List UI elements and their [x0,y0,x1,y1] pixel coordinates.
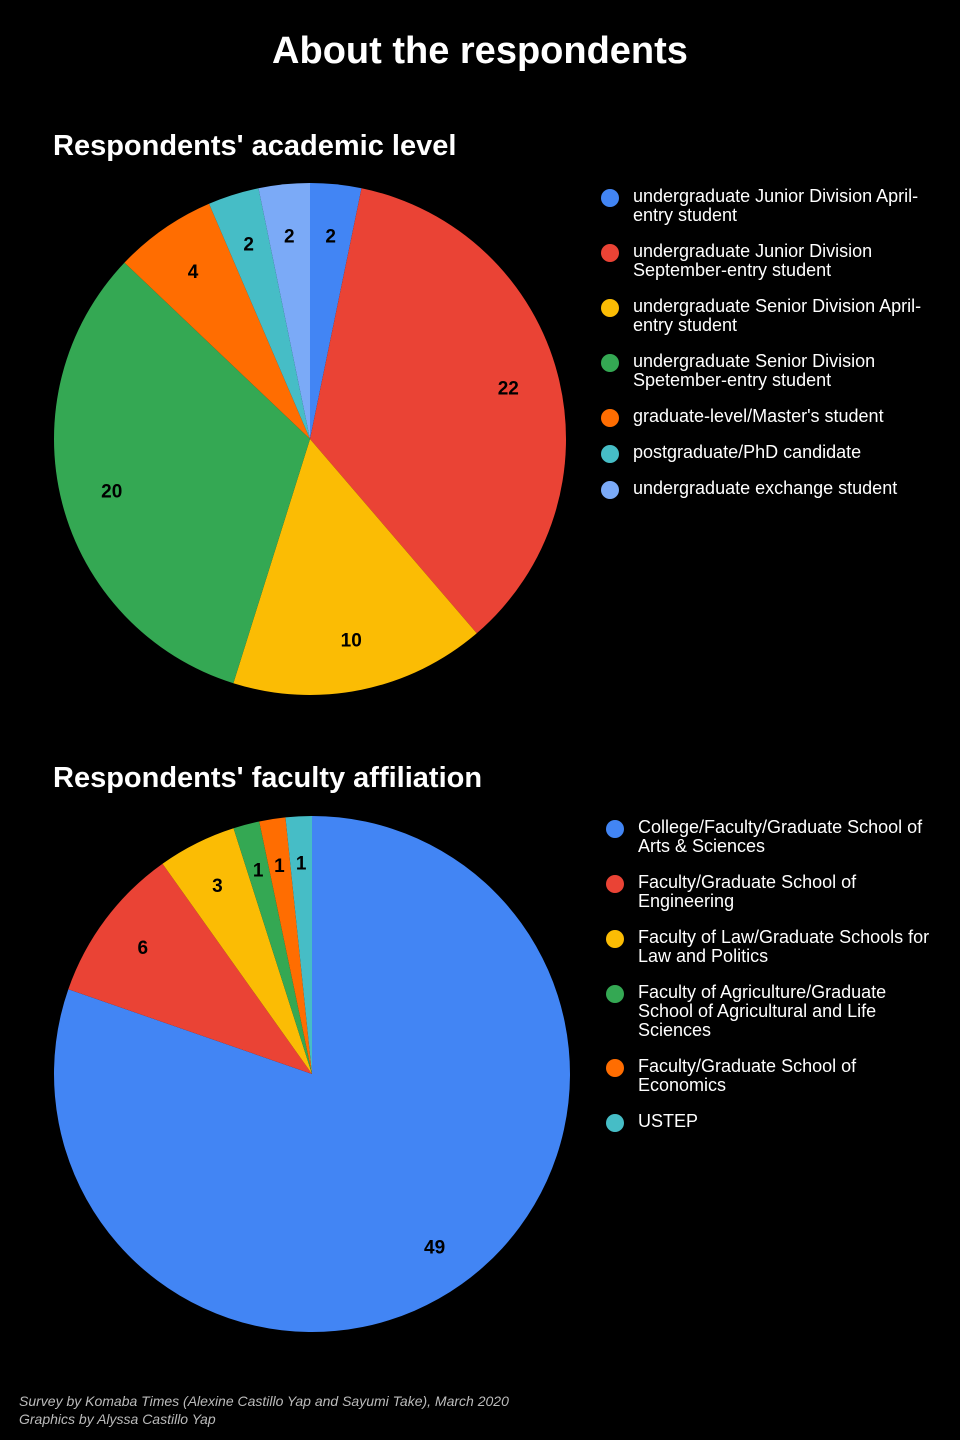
legend-swatch-icon [601,481,619,499]
legend-swatch-icon [606,820,624,838]
legend-item: USTEP [606,1111,936,1132]
legend-item: Faculty/Graduate School of Engineering [606,873,936,911]
slice-value-label: 3 [212,876,223,897]
slice-value-label: 1 [296,854,307,875]
legend-item: graduate-level/Master's student [601,406,931,427]
legend-item: undergraduate exchange student [601,478,931,499]
legend-swatch-icon [606,1059,624,1077]
legend-swatch-icon [601,244,619,262]
slice-value-label: 1 [274,856,285,877]
legend-item: undergraduate Junior Division April-entr… [601,187,931,225]
legend-swatch-icon [601,354,619,372]
legend-swatch-icon [601,445,619,463]
legend-label: USTEP [638,1111,699,1131]
legend-swatch-icon [606,875,624,893]
pie-slice-faculty-graduate-school-of-economics [259,817,312,1074]
legend-swatch-icon [606,930,624,948]
pie-slice-faculty-of-law-graduate-schools-for-law-and-politics [162,828,312,1074]
pie-slice-faculty-graduate-school-of-engineering [68,863,312,1074]
legend-label: undergraduate exchange student [633,478,898,498]
legend-label: Faculty/Graduate School of Economics [638,1056,857,1095]
legend-academic-level: undergraduate Junior Division April-entr… [601,187,931,515]
legend-label: undergraduate Junior Division September-… [633,241,873,280]
legend-label: Faculty of Agriculture/Graduate School o… [638,982,887,1040]
legend-label: undergraduate Senior Division April-entr… [633,296,922,335]
legend-swatch-icon [606,985,624,1003]
slice-value-label: 2 [325,226,336,247]
pie-slice-ustep [285,816,312,1074]
legend-label: Faculty of Law/Graduate Schools for Law … [638,927,930,966]
legend-label: undergraduate Junior Division April-entr… [633,186,919,225]
pie-slice-undergraduate-senior-division-april-entry-student [233,439,477,695]
legend-faculty-affiliation: College/Faculty/Graduate School of Arts … [606,818,936,1148]
footer-credits: Survey by Komaba Times (Alexine Castillo… [19,1392,509,1428]
legend-label: graduate-level/Master's student [633,406,884,426]
legend-item: Faculty/Graduate School of Economics [606,1057,936,1095]
page-title: About the respondents [272,30,688,72]
slice-value-label: 1 [253,860,264,881]
pie-slice-undergraduate-senior-division-spetember-entry-student [54,262,310,684]
slice-value-label: 49 [424,1237,445,1258]
slice-value-label: 22 [498,379,519,400]
pie-slice-undergraduate-exchange-student [258,183,310,439]
legend-item: undergraduate Junior Division September-… [601,242,931,280]
legend-label: postgraduate/PhD candidate [633,442,862,462]
chart-title-faculty-affiliation: Respondents' faculty affiliation [53,762,483,794]
footer-graphics-credit: Graphics by Alyssa Castillo Yap [19,1411,216,1427]
legend-swatch-icon [601,189,619,207]
footer-survey-credit: Survey by Komaba Times (Alexine Castillo… [19,1393,509,1409]
pie-slice-college-faculty-graduate-school-of-arts-sciences [53,816,570,1333]
slice-value-label: 6 [137,938,148,959]
legend-swatch-icon [606,1114,624,1132]
slice-value-label: 2 [284,226,295,247]
slice-value-label: 4 [188,262,199,283]
legend-swatch-icon [601,299,619,317]
legend-item: College/Faculty/Graduate School of Arts … [606,818,936,856]
slice-value-label: 2 [243,235,254,256]
pie-slice-postgraduate-phd-candidate [209,188,310,439]
legend-item: undergraduate Senior Division Spetember-… [601,352,931,390]
pie-slice-undergraduate-junior-division-september-entry-student [310,188,566,634]
pie-slice-graduate-level-master-s-student [124,203,310,439]
legend-item: Faculty of Agriculture/Graduate School o… [606,983,936,1040]
legend-item: Faculty of Law/Graduate Schools for Law … [606,928,936,966]
legend-label: College/Faculty/Graduate School of Arts … [638,817,923,856]
slice-value-label: 10 [341,631,362,652]
legend-label: undergraduate Senior Division Spetember-… [633,351,876,390]
legend-item: undergraduate Senior Division April-entr… [601,297,931,335]
pie-slice-undergraduate-junior-division-april-entry-student [310,183,362,439]
chart-title-academic-level: Respondents' academic level [53,130,457,162]
slice-value-label: 20 [101,481,122,502]
legend-swatch-icon [601,409,619,427]
pie-slice-faculty-of-agriculture-graduate-school-of-agricultural-and-life-sciences [233,821,312,1074]
legend-label: Faculty/Graduate School of Engineering [638,872,857,911]
legend-item: postgraduate/PhD candidate [601,442,931,463]
